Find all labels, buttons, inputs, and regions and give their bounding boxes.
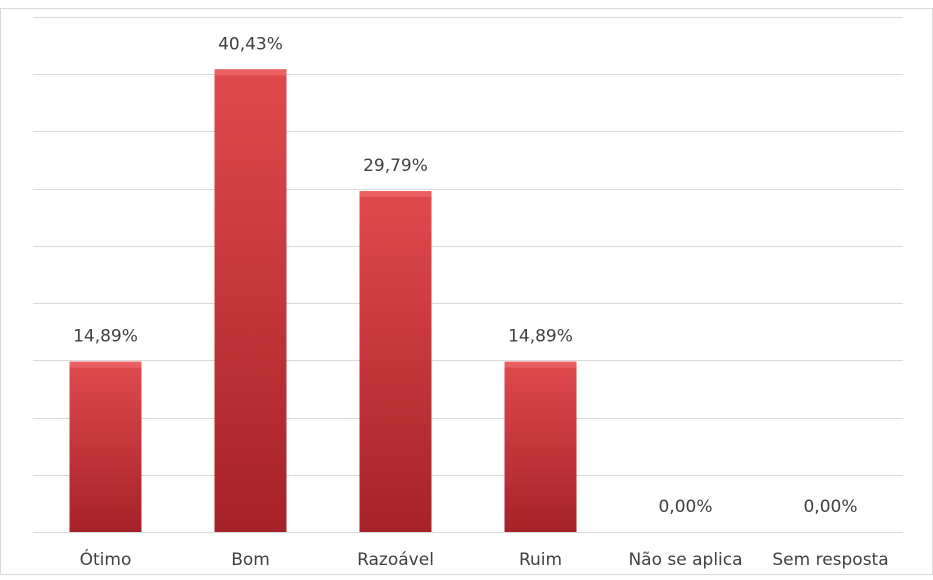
category-label-5: Sem resposta xyxy=(772,550,888,570)
category-label-0: Ótimo xyxy=(80,548,132,570)
category-label-2: Razoável xyxy=(357,550,434,570)
bar-3 xyxy=(504,361,577,532)
bar-highlight-0 xyxy=(69,361,142,368)
category-label-3: Ruim xyxy=(519,550,562,570)
bar-1 xyxy=(214,69,287,532)
bar-highlight-2 xyxy=(359,191,432,198)
bar-highlight-1 xyxy=(214,69,287,76)
bar-2 xyxy=(359,191,432,532)
gridlines xyxy=(33,17,903,533)
category-label-4: Não se aplica xyxy=(628,550,742,570)
category-axis-labels: Ótimo Bom Razoável Ruim Não se aplica Sem res… xyxy=(80,548,889,570)
data-label-3: 14,89% xyxy=(508,327,573,347)
bar-0 xyxy=(69,361,142,532)
data-labels: 14,89% 40,43% 29,79% 14,89% 0,00% 0,00% xyxy=(73,34,857,517)
data-label-0: 14,89% xyxy=(73,327,138,347)
data-label-5: 0,00% xyxy=(803,497,857,517)
category-label-1: Bom xyxy=(231,550,270,570)
data-label-2: 29,79% xyxy=(363,156,428,176)
bars xyxy=(69,69,577,532)
data-label-4: 0,00% xyxy=(658,497,712,517)
bar-highlight-3 xyxy=(504,361,577,368)
data-label-1: 40,43% xyxy=(218,34,283,54)
